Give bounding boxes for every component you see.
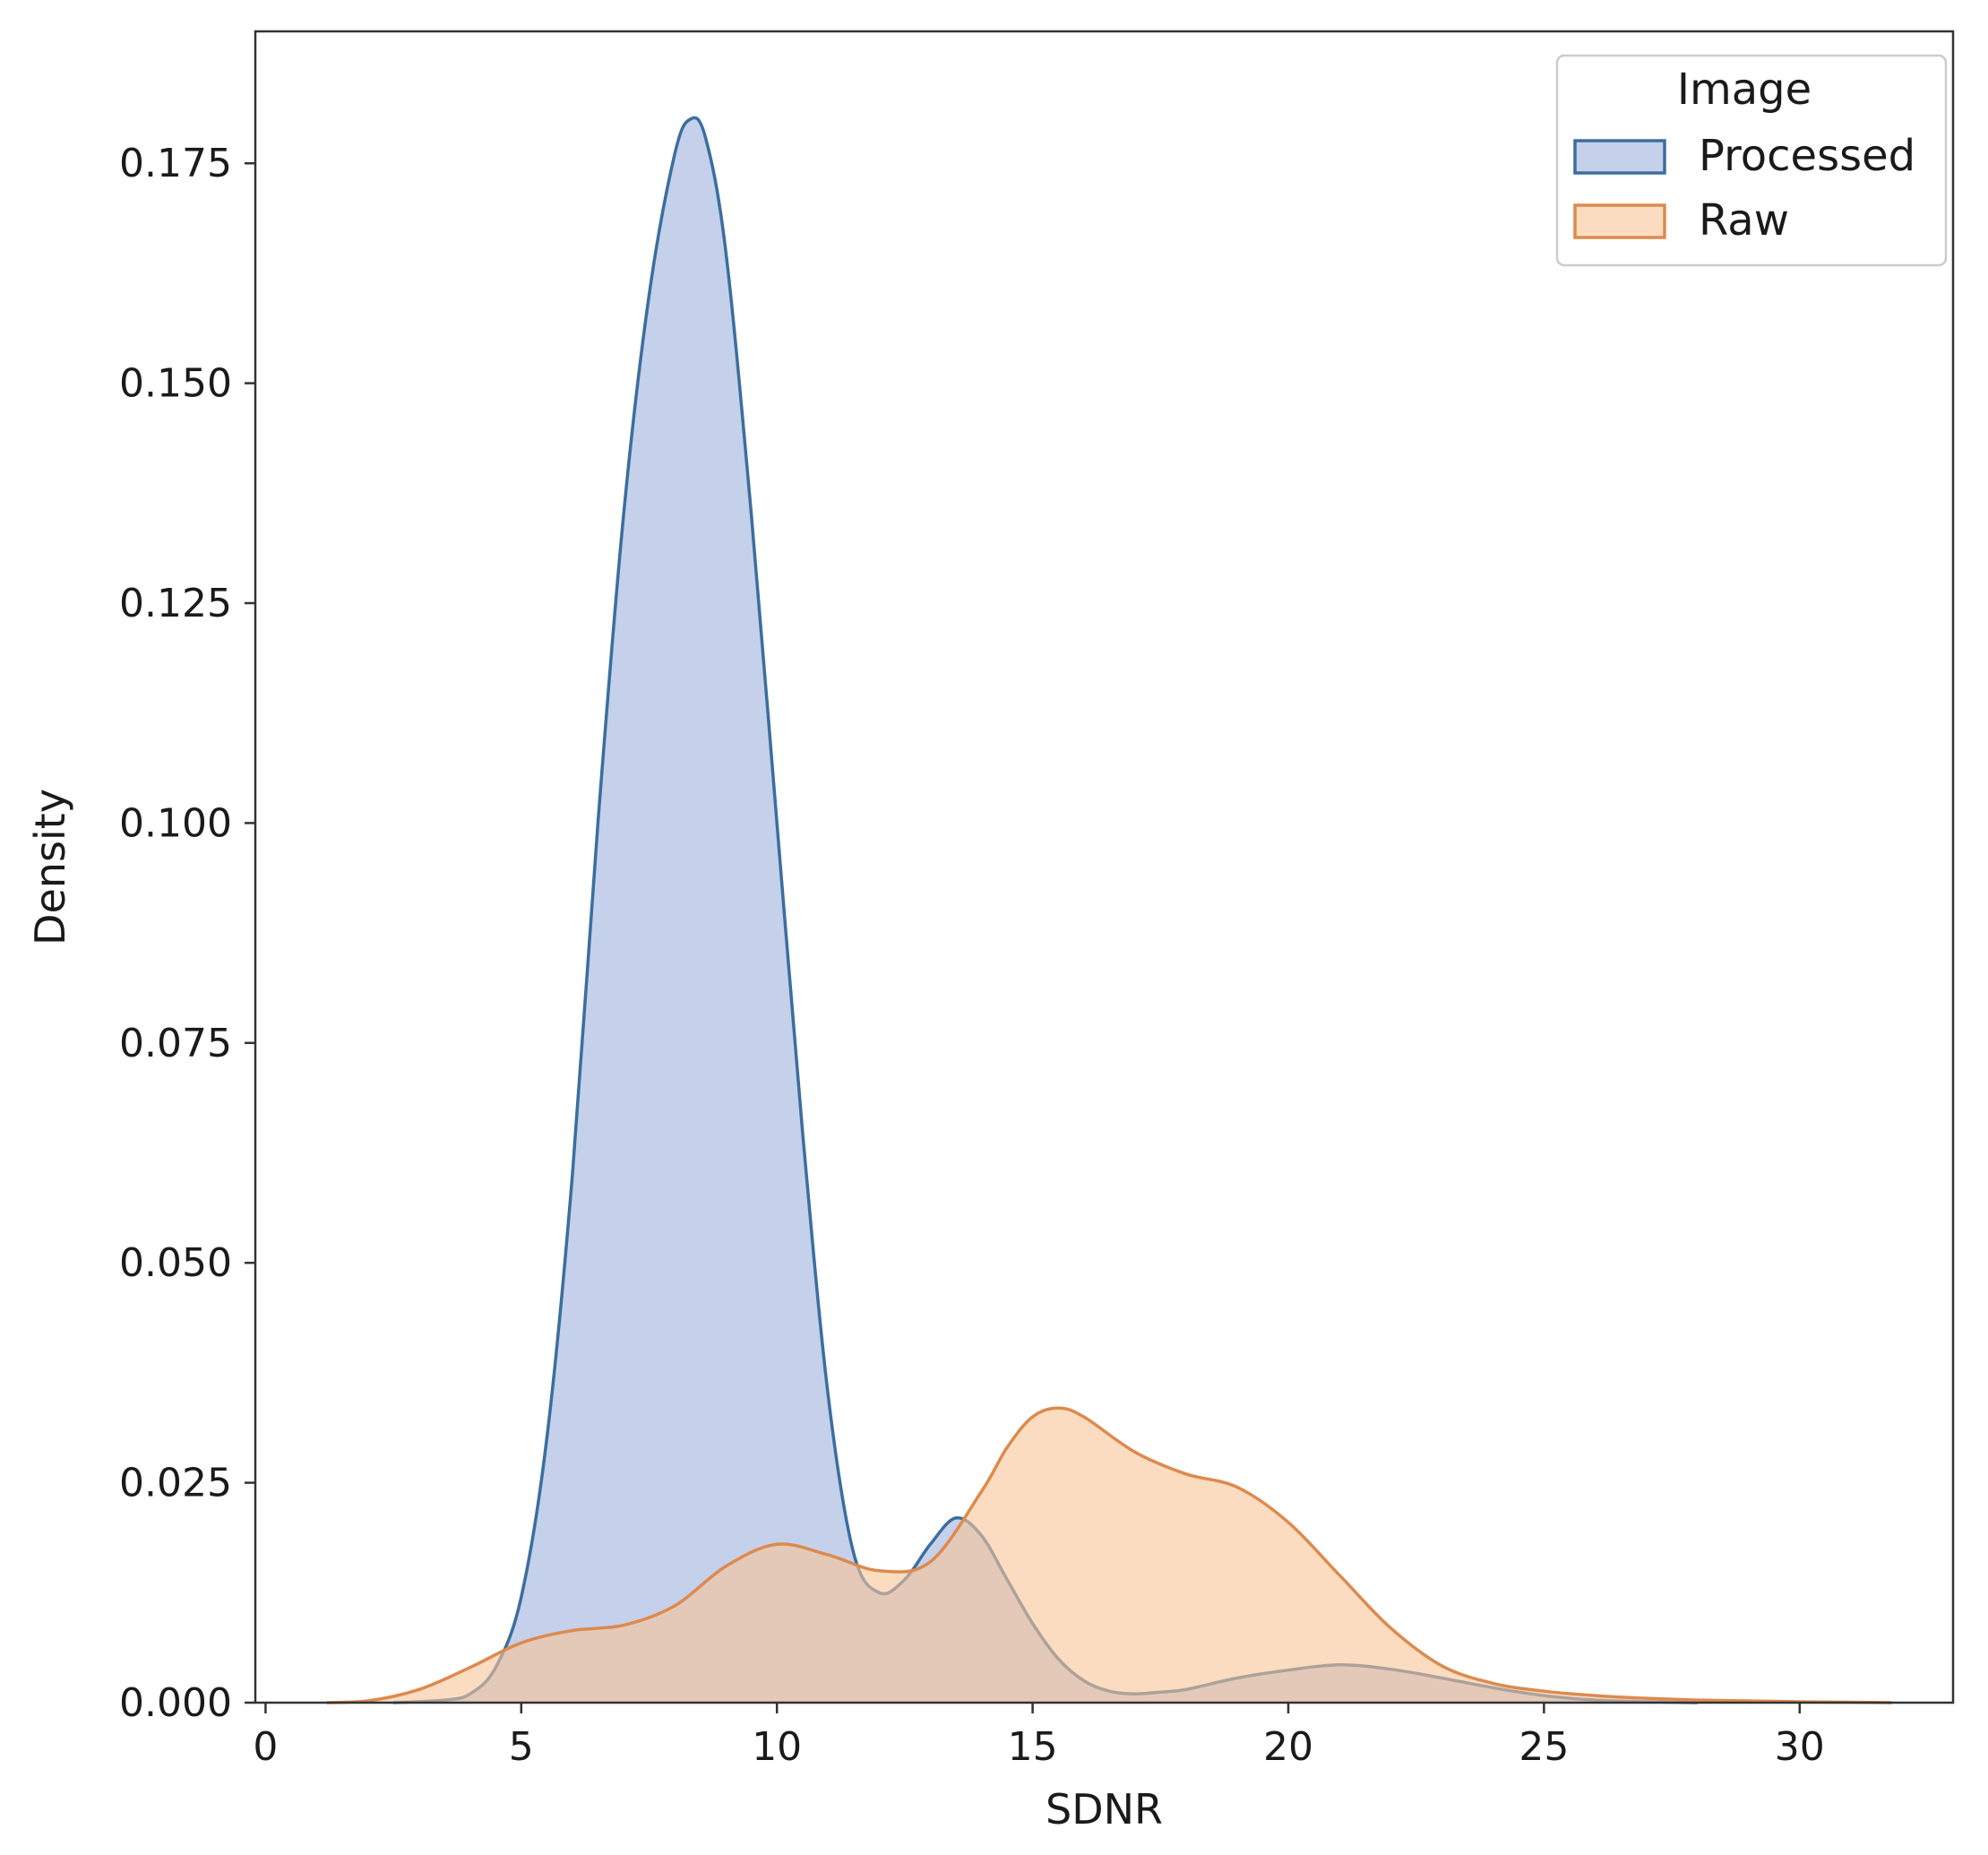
legend-label-processed: Processed <box>1699 131 1915 181</box>
x-tick-label: 15 <box>1008 1724 1058 1770</box>
y-tick-label: 0.050 <box>119 1240 232 1286</box>
plot-frame <box>254 30 1955 1704</box>
y-tick-label: 0.075 <box>119 1021 232 1066</box>
y-axis-title: Density <box>26 789 74 945</box>
x-tick-label: 25 <box>1519 1724 1569 1770</box>
legend-swatch-processed <box>1573 139 1666 175</box>
x-axis: 0 5 10 15 20 25 30 <box>253 1703 1825 1770</box>
y-axis: 0.000 0.025 0.050 0.075 0.100 0.125 0.150 0.175 <box>119 141 255 1726</box>
legend: Image Processed Raw <box>1555 54 1948 267</box>
series-layer <box>326 116 1892 1704</box>
x-tick-label: 0 <box>253 1724 278 1770</box>
x-tick-label: 20 <box>1263 1724 1313 1770</box>
x-tick-label: 10 <box>752 1724 802 1770</box>
series-fill-raw <box>326 1408 1892 1703</box>
y-tick-label: 0.100 <box>119 800 232 846</box>
legend-swatch-raw <box>1573 203 1666 239</box>
y-tick-label: 0.125 <box>119 581 232 626</box>
x-tick-label: 5 <box>509 1724 534 1770</box>
y-tick-label: 0.150 <box>119 361 232 407</box>
y-tick-label: 0.175 <box>119 141 232 186</box>
series-fill-processed <box>393 117 1698 1704</box>
x-tick-label: 30 <box>1775 1724 1825 1770</box>
y-tick-label: 0.000 <box>119 1680 232 1726</box>
legend-label-raw: Raw <box>1699 195 1789 246</box>
y-tick-label: 0.025 <box>119 1461 232 1506</box>
x-axis-title: SDNR <box>1046 1785 1163 1833</box>
series-line-raw <box>326 1406 1892 1704</box>
legend-title: Image <box>1677 65 1812 115</box>
